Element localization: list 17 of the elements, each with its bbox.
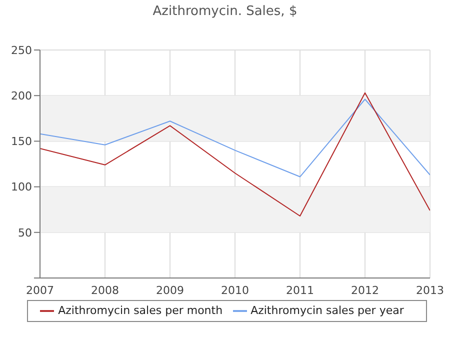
x-tick-label: 2007 [26,284,54,297]
x-tick-label: 2008 [91,284,119,297]
x-tick-label: 2013 [416,284,444,297]
line-series [40,98,430,178]
chart-title: Azithromycin. Sales, $ [152,4,298,19]
y-tick-label: 200 [11,90,32,103]
legend-label: Azithromycin sales per month [58,304,223,318]
x-tick-label: 2012 [351,284,379,297]
y-tick-label: 100 [11,180,32,194]
y-tick-label: 250 [11,44,32,57]
x-tick-label: 2011 [286,284,314,297]
y-tick-label: 150 [11,135,32,148]
x-tick-label: 2010 [221,284,249,297]
x-tick-label: 2009 [156,284,184,297]
legend-label: Azithromycin sales per year [250,304,404,318]
line-series [40,92,430,216]
y-tick-label: 50 [18,226,32,240]
